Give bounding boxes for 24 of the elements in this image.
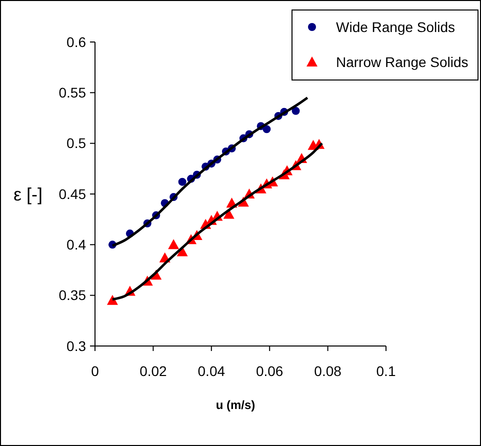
x-tick-label: 0.08 (314, 363, 342, 379)
x-tick-label: 0 (91, 363, 100, 379)
x-tick-label: 0.04 (198, 363, 226, 379)
point (106, 294, 118, 305)
legend-label: Narrow Range Solids (336, 54, 468, 70)
x-axis-title: u (m/s) (216, 398, 256, 412)
y-tick-label: 0.5 (66, 135, 86, 152)
y-tick-label: 0.6 (66, 34, 86, 50)
point (176, 246, 188, 256)
point (292, 106, 300, 115)
y-axis-title: ε [-] (13, 184, 43, 204)
x-tick-label: 0.06 (256, 363, 284, 379)
y-tick-label: 0.55 (58, 84, 86, 101)
y-tick-label: 0.45 (58, 186, 86, 202)
x-tick-label: 0.02 (140, 363, 168, 379)
point (223, 208, 234, 219)
y-tick-label: 0.4 (66, 236, 86, 253)
x-tick-label: 0.1 (376, 363, 396, 379)
point (262, 125, 271, 134)
point (168, 239, 180, 250)
y-tick-label: 0.3 (66, 338, 86, 354)
legend-label: Wide Range Solids (336, 18, 456, 35)
y-tick-label: 0.35 (58, 287, 86, 304)
point (178, 178, 186, 186)
